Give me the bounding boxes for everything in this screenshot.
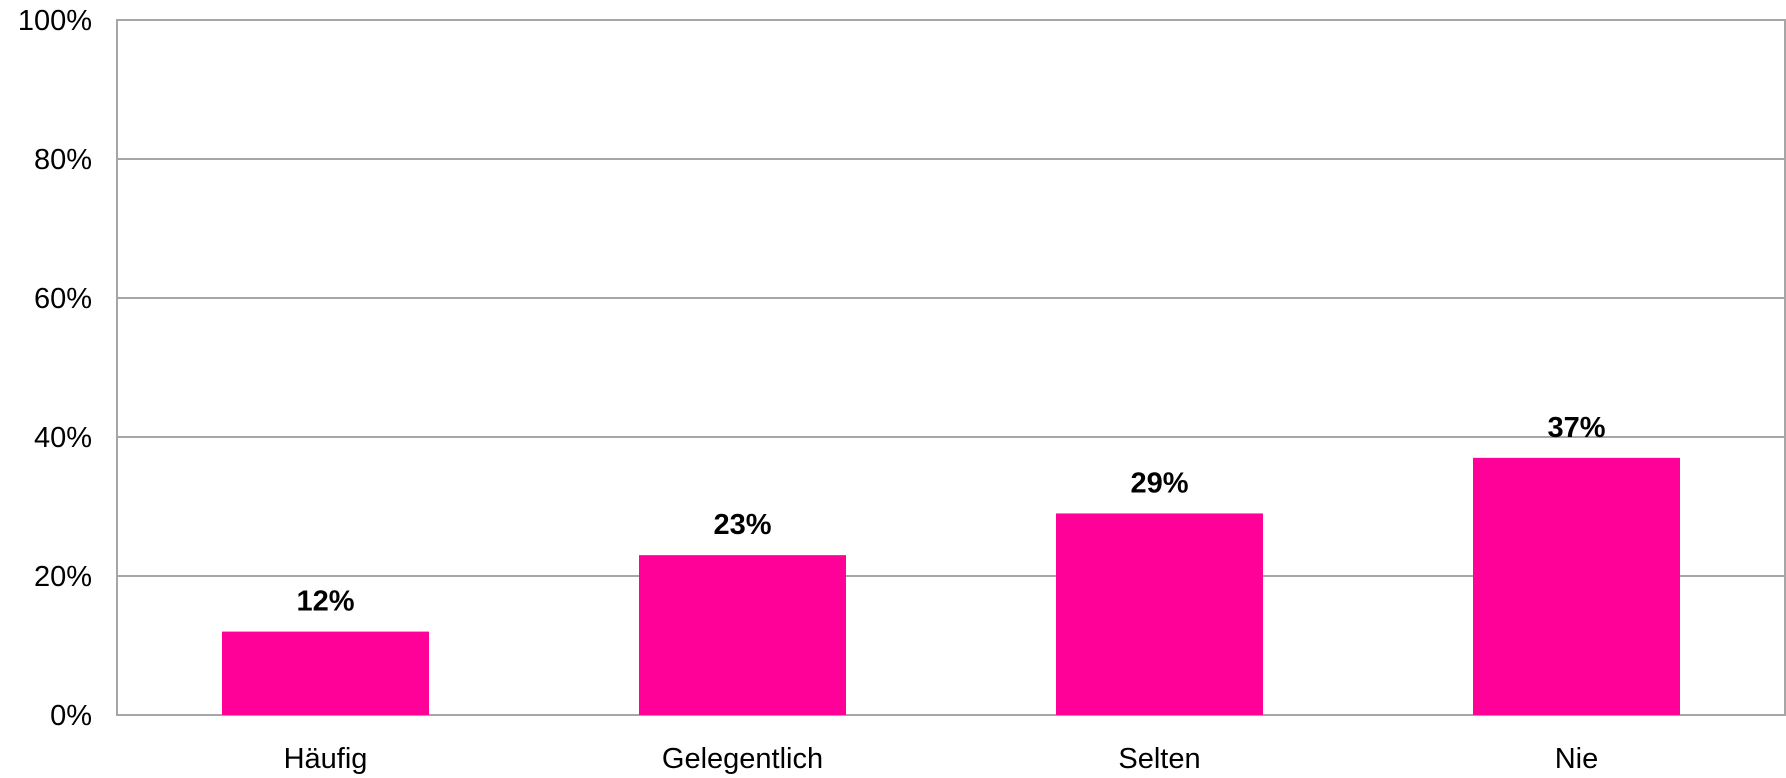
bar [639, 555, 846, 715]
bars [222, 457, 1680, 715]
y-tick-label: 100% [18, 5, 92, 37]
y-tick-label: 20% [34, 561, 92, 593]
x-category-label: Häufig [284, 743, 368, 775]
x-category-label: Selten [1118, 743, 1200, 775]
bar-value-label: 12% [296, 586, 354, 618]
data-labels: 12% 23% 29% 37% [296, 412, 1605, 618]
plot-border [116, 19, 1786, 716]
y-tick-label: 60% [34, 283, 92, 315]
bar [1473, 457, 1680, 715]
bar-value-label: 23% [713, 509, 771, 541]
y-axis-tick-labels: 0% 20% 40% 60% 80% 100% [18, 5, 92, 732]
bar-value-label: 29% [1130, 467, 1188, 499]
x-category-label: Gelegentlich [662, 743, 823, 775]
bar-value-label: 37% [1547, 412, 1605, 444]
y-tick-label: 40% [34, 422, 92, 454]
y-tick-label: 0% [50, 700, 92, 732]
bar [222, 631, 429, 715]
y-tick-label: 80% [34, 144, 92, 176]
x-axis-category-labels: Häufig Gelegentlich Selten Nie [284, 743, 1599, 775]
plot-area [116, 19, 1786, 716]
bar [1056, 513, 1263, 715]
x-category-label: Nie [1555, 743, 1599, 775]
